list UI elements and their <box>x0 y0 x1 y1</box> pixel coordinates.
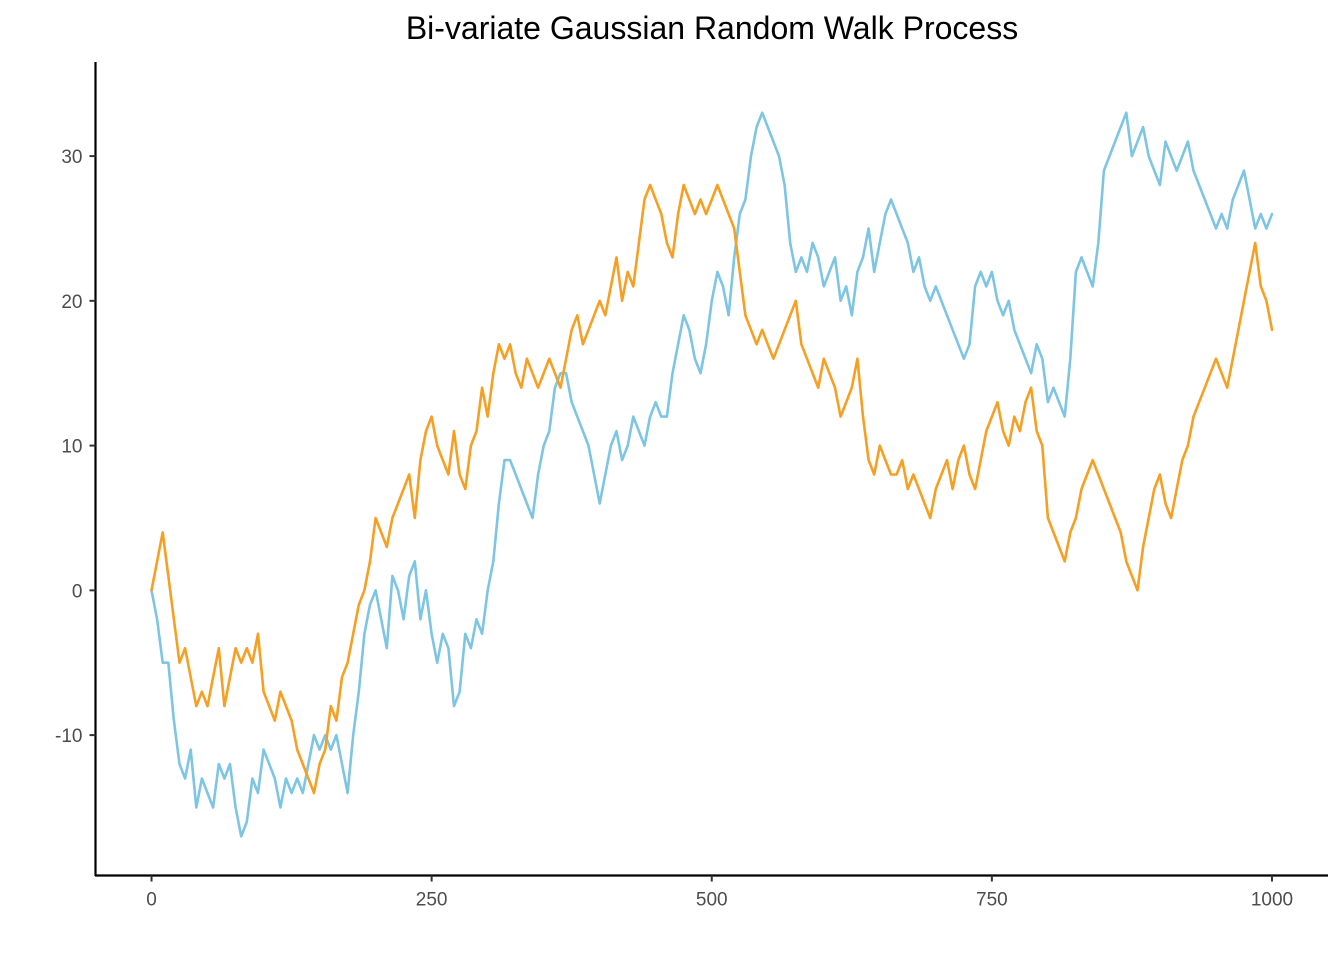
x-tick-label: 750 <box>976 890 1008 911</box>
chart-title: Bi-variate Gaussian Random Walk Process <box>406 10 1018 46</box>
x-tick-label: 0 <box>146 890 157 911</box>
series-line-2 <box>150 183 1274 795</box>
y-axis-ticks: -10 0 10 20 30 <box>55 147 96 747</box>
x-axis-ticks: 0 250 500 750 1000 <box>146 875 1293 911</box>
x-tick-label: 500 <box>696 890 728 911</box>
x-tick-label: 250 <box>416 890 448 911</box>
series-layer <box>150 111 1274 838</box>
x-tick-label: 1000 <box>1251 890 1293 911</box>
y-tick-label: 20 <box>61 292 82 313</box>
series-line-1 <box>150 111 1274 838</box>
y-tick-label: -10 <box>55 726 82 747</box>
y-tick-label: 30 <box>61 147 82 168</box>
y-tick-label: 10 <box>61 437 82 458</box>
y-tick-label: 0 <box>72 581 83 602</box>
